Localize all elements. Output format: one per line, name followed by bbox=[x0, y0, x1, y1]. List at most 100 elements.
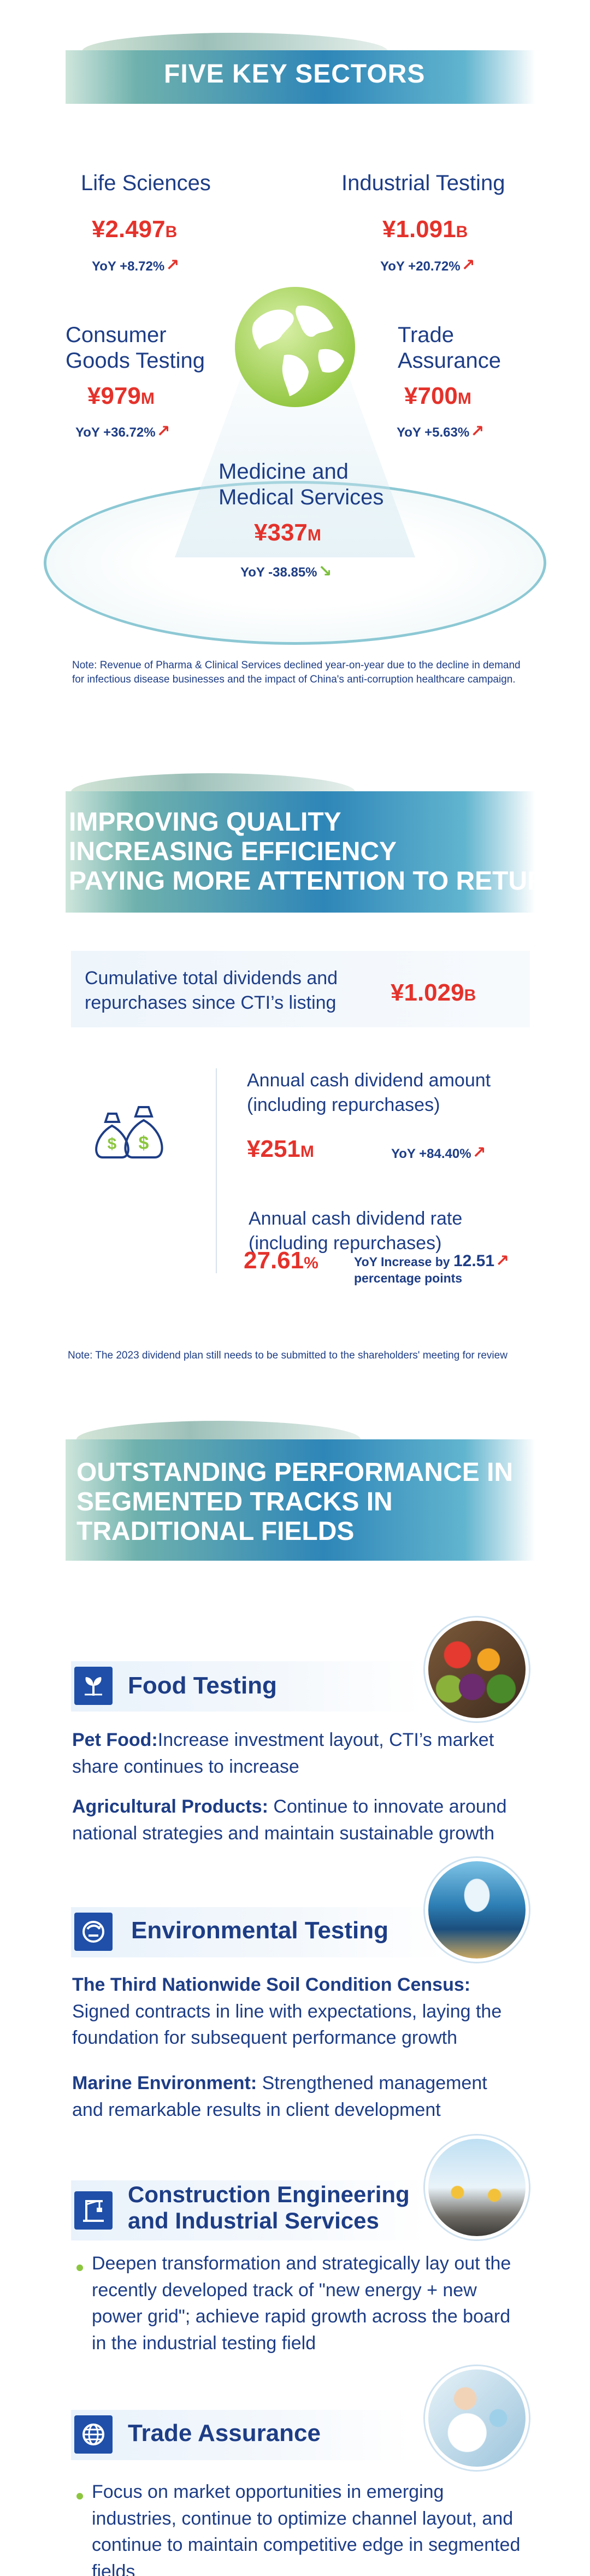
env-title: Environmental Testing bbox=[131, 1917, 389, 1944]
food-paragraph-2: Agricultural Products: Continue to innov… bbox=[72, 1793, 520, 1846]
bullet-dot bbox=[76, 2493, 83, 2499]
food-photo bbox=[425, 1618, 529, 1721]
food-icon bbox=[74, 1667, 113, 1705]
amount-unit: B bbox=[165, 223, 178, 241]
yoy-prefix: YoY Increase by bbox=[354, 1255, 453, 1269]
trend-up-icon: ↗ bbox=[166, 256, 180, 274]
amount-value: ¥979 bbox=[87, 383, 141, 409]
svg-text:$: $ bbox=[139, 1133, 149, 1154]
yoy-text: YoY +5.63% bbox=[397, 425, 470, 440]
annual-label: Annual cash dividend amount (including r… bbox=[247, 1068, 491, 1118]
globe-icon bbox=[82, 2424, 104, 2445]
paragraph-body: Increase investment layout, CTI’s market… bbox=[72, 1730, 494, 1777]
section-title: FIVE KEY SECTORS bbox=[164, 60, 426, 89]
name-line-2: Goods Testing bbox=[66, 349, 205, 373]
sector-yoy-consumer-goods: YoY +36.72%↗ bbox=[75, 422, 170, 441]
yoy-text: YoY +20.72% bbox=[380, 259, 461, 274]
amount-unit: M bbox=[140, 390, 155, 408]
env-photo bbox=[425, 1858, 529, 1962]
trend-up-icon: ↗ bbox=[470, 422, 485, 440]
title-line-1: OUTSTANDING PERFORMANCE IN bbox=[76, 1458, 514, 1487]
sector-amount-trade-assurance: ¥700M bbox=[404, 383, 471, 410]
svg-text:$: $ bbox=[108, 1135, 117, 1153]
header-decoration bbox=[76, 1421, 361, 1439]
trend-down-icon: ↘ bbox=[318, 562, 332, 580]
sector-yoy-trade-assurance: YoY +5.63%↗ bbox=[397, 422, 484, 441]
sector-yoy-life-sciences: YoY +8.72%↗ bbox=[92, 256, 179, 275]
section-title-banner bbox=[66, 791, 535, 913]
trade-title-band bbox=[71, 2410, 410, 2460]
recycle-globe-icon bbox=[82, 1921, 104, 1943]
header-decoration bbox=[71, 773, 355, 792]
section-title: IMPROVING QUALITY INCREASING EFFICIENCY … bbox=[69, 808, 583, 897]
yoy-text: YoY +36.72% bbox=[75, 425, 156, 440]
label-line-2: (including repurchases) bbox=[249, 1233, 442, 1254]
trade-photo bbox=[425, 2366, 529, 2470]
title-line-2: SEGMENTED TRACKS IN bbox=[76, 1487, 393, 1517]
construction-title-band bbox=[71, 2180, 426, 2240]
construction-bullet: Deepen transformation and strategically … bbox=[92, 2253, 511, 2354]
crane-icon bbox=[83, 2200, 104, 2222]
env-paragraph-1: The Third Nationwide Soil Condition Cens… bbox=[72, 1972, 520, 2051]
title-line-2: and Industrial Services bbox=[128, 2208, 379, 2234]
sector-yoy-medicine: YoY -38.85%↘ bbox=[240, 562, 332, 581]
paragraph-body: Strengthened management and remarkable r… bbox=[72, 2073, 487, 2120]
label-line-2: (including repurchases) bbox=[247, 1095, 440, 1116]
amount-unit: M bbox=[307, 526, 321, 544]
rate-yoy: YoY Increase by 12.51↗ percentage points bbox=[354, 1251, 509, 1286]
paragraph-body: Continue to innovate around national str… bbox=[72, 1796, 507, 1844]
label-line-1: Annual cash dividend amount bbox=[247, 1070, 491, 1091]
amount-unit: M bbox=[457, 390, 471, 408]
sector-amount-medicine: ¥337M bbox=[254, 519, 321, 546]
construction-title: Construction Engineering and Industrial … bbox=[128, 2181, 410, 2234]
title-line-1: Construction Engineering bbox=[128, 2181, 410, 2207]
trend-up-icon: ↗ bbox=[156, 422, 170, 440]
amount-unit: B bbox=[464, 986, 476, 1004]
yoy-text: YoY +84.40% bbox=[391, 1146, 471, 1161]
trade-title: Trade Assurance bbox=[128, 2420, 321, 2446]
title-line-1: IMPROVING QUALITY bbox=[69, 808, 341, 837]
globe-icon bbox=[235, 287, 355, 407]
paragraph-head: Agricultural Products: bbox=[72, 1796, 268, 1817]
trade-bullet: Focus on market opportunities in emergin… bbox=[92, 2481, 521, 2576]
section-title-banner bbox=[66, 50, 535, 104]
dividend-rate-display: 27.61% bbox=[244, 1247, 318, 1274]
yoy-text: YoY +8.72% bbox=[92, 259, 165, 274]
name-line-1: Medicine and bbox=[219, 460, 349, 484]
yoy-text: YoY -38.85% bbox=[240, 565, 317, 580]
name-line-2: Medical Services bbox=[219, 485, 384, 510]
rate-number: 27.61 bbox=[244, 1247, 304, 1274]
trade-icon bbox=[74, 2415, 113, 2454]
name-line-1: Trade bbox=[398, 323, 455, 347]
label-line-1: Cumulative total dividends and bbox=[85, 968, 338, 989]
food-title-band bbox=[71, 1661, 421, 1712]
trend-up-icon: ↗ bbox=[461, 256, 475, 274]
cumulative-amount: ¥1.029B bbox=[391, 979, 476, 1007]
paragraph-body: Signed contracts in line with expectatio… bbox=[72, 2001, 502, 2049]
annual-yoy: YoY +84.40%↗ bbox=[391, 1143, 486, 1162]
sector-name-consumer-goods: Consumer Goods Testing bbox=[66, 322, 205, 374]
food-paragraph-1: Pet Food:Increase investment layout, CTI… bbox=[72, 1727, 520, 1780]
label-line-2: repurchases since CTI’s listing bbox=[85, 992, 337, 1014]
env-paragraph-2: Marine Environment: Strengthened managem… bbox=[72, 2070, 520, 2123]
sprout-icon bbox=[85, 1677, 102, 1696]
title-line-3: PAYING MORE ATTENTION TO RETURNS bbox=[69, 867, 583, 896]
trend-up-icon: ↗ bbox=[472, 1144, 486, 1162]
trend-up-icon: ↗ bbox=[495, 1252, 510, 1270]
env-icon bbox=[74, 1913, 113, 1951]
sector-name-life-sciences: Life Sciences bbox=[81, 171, 211, 195]
bullet-dot bbox=[76, 2265, 83, 2271]
construction-photo bbox=[425, 2136, 529, 2239]
food-title: Food Testing bbox=[128, 1672, 277, 1699]
section-title-banner bbox=[66, 1439, 535, 1561]
amount-unit: M bbox=[300, 1143, 314, 1161]
section1-note: Note: Revenue of Pharma & Clinical Servi… bbox=[72, 660, 521, 685]
header-decoration bbox=[82, 33, 388, 51]
yoy-value: 12.51 bbox=[453, 1252, 495, 1270]
amount-value: ¥700 bbox=[404, 383, 458, 409]
sector-amount-consumer-goods: ¥979M bbox=[87, 383, 155, 410]
sector-name-trade-assurance: Trade Assurance bbox=[398, 322, 501, 374]
name-line-1: Consumer bbox=[66, 323, 167, 347]
vertical-divider bbox=[216, 1068, 217, 1273]
label-line-1: Annual cash dividend rate bbox=[249, 1208, 463, 1229]
